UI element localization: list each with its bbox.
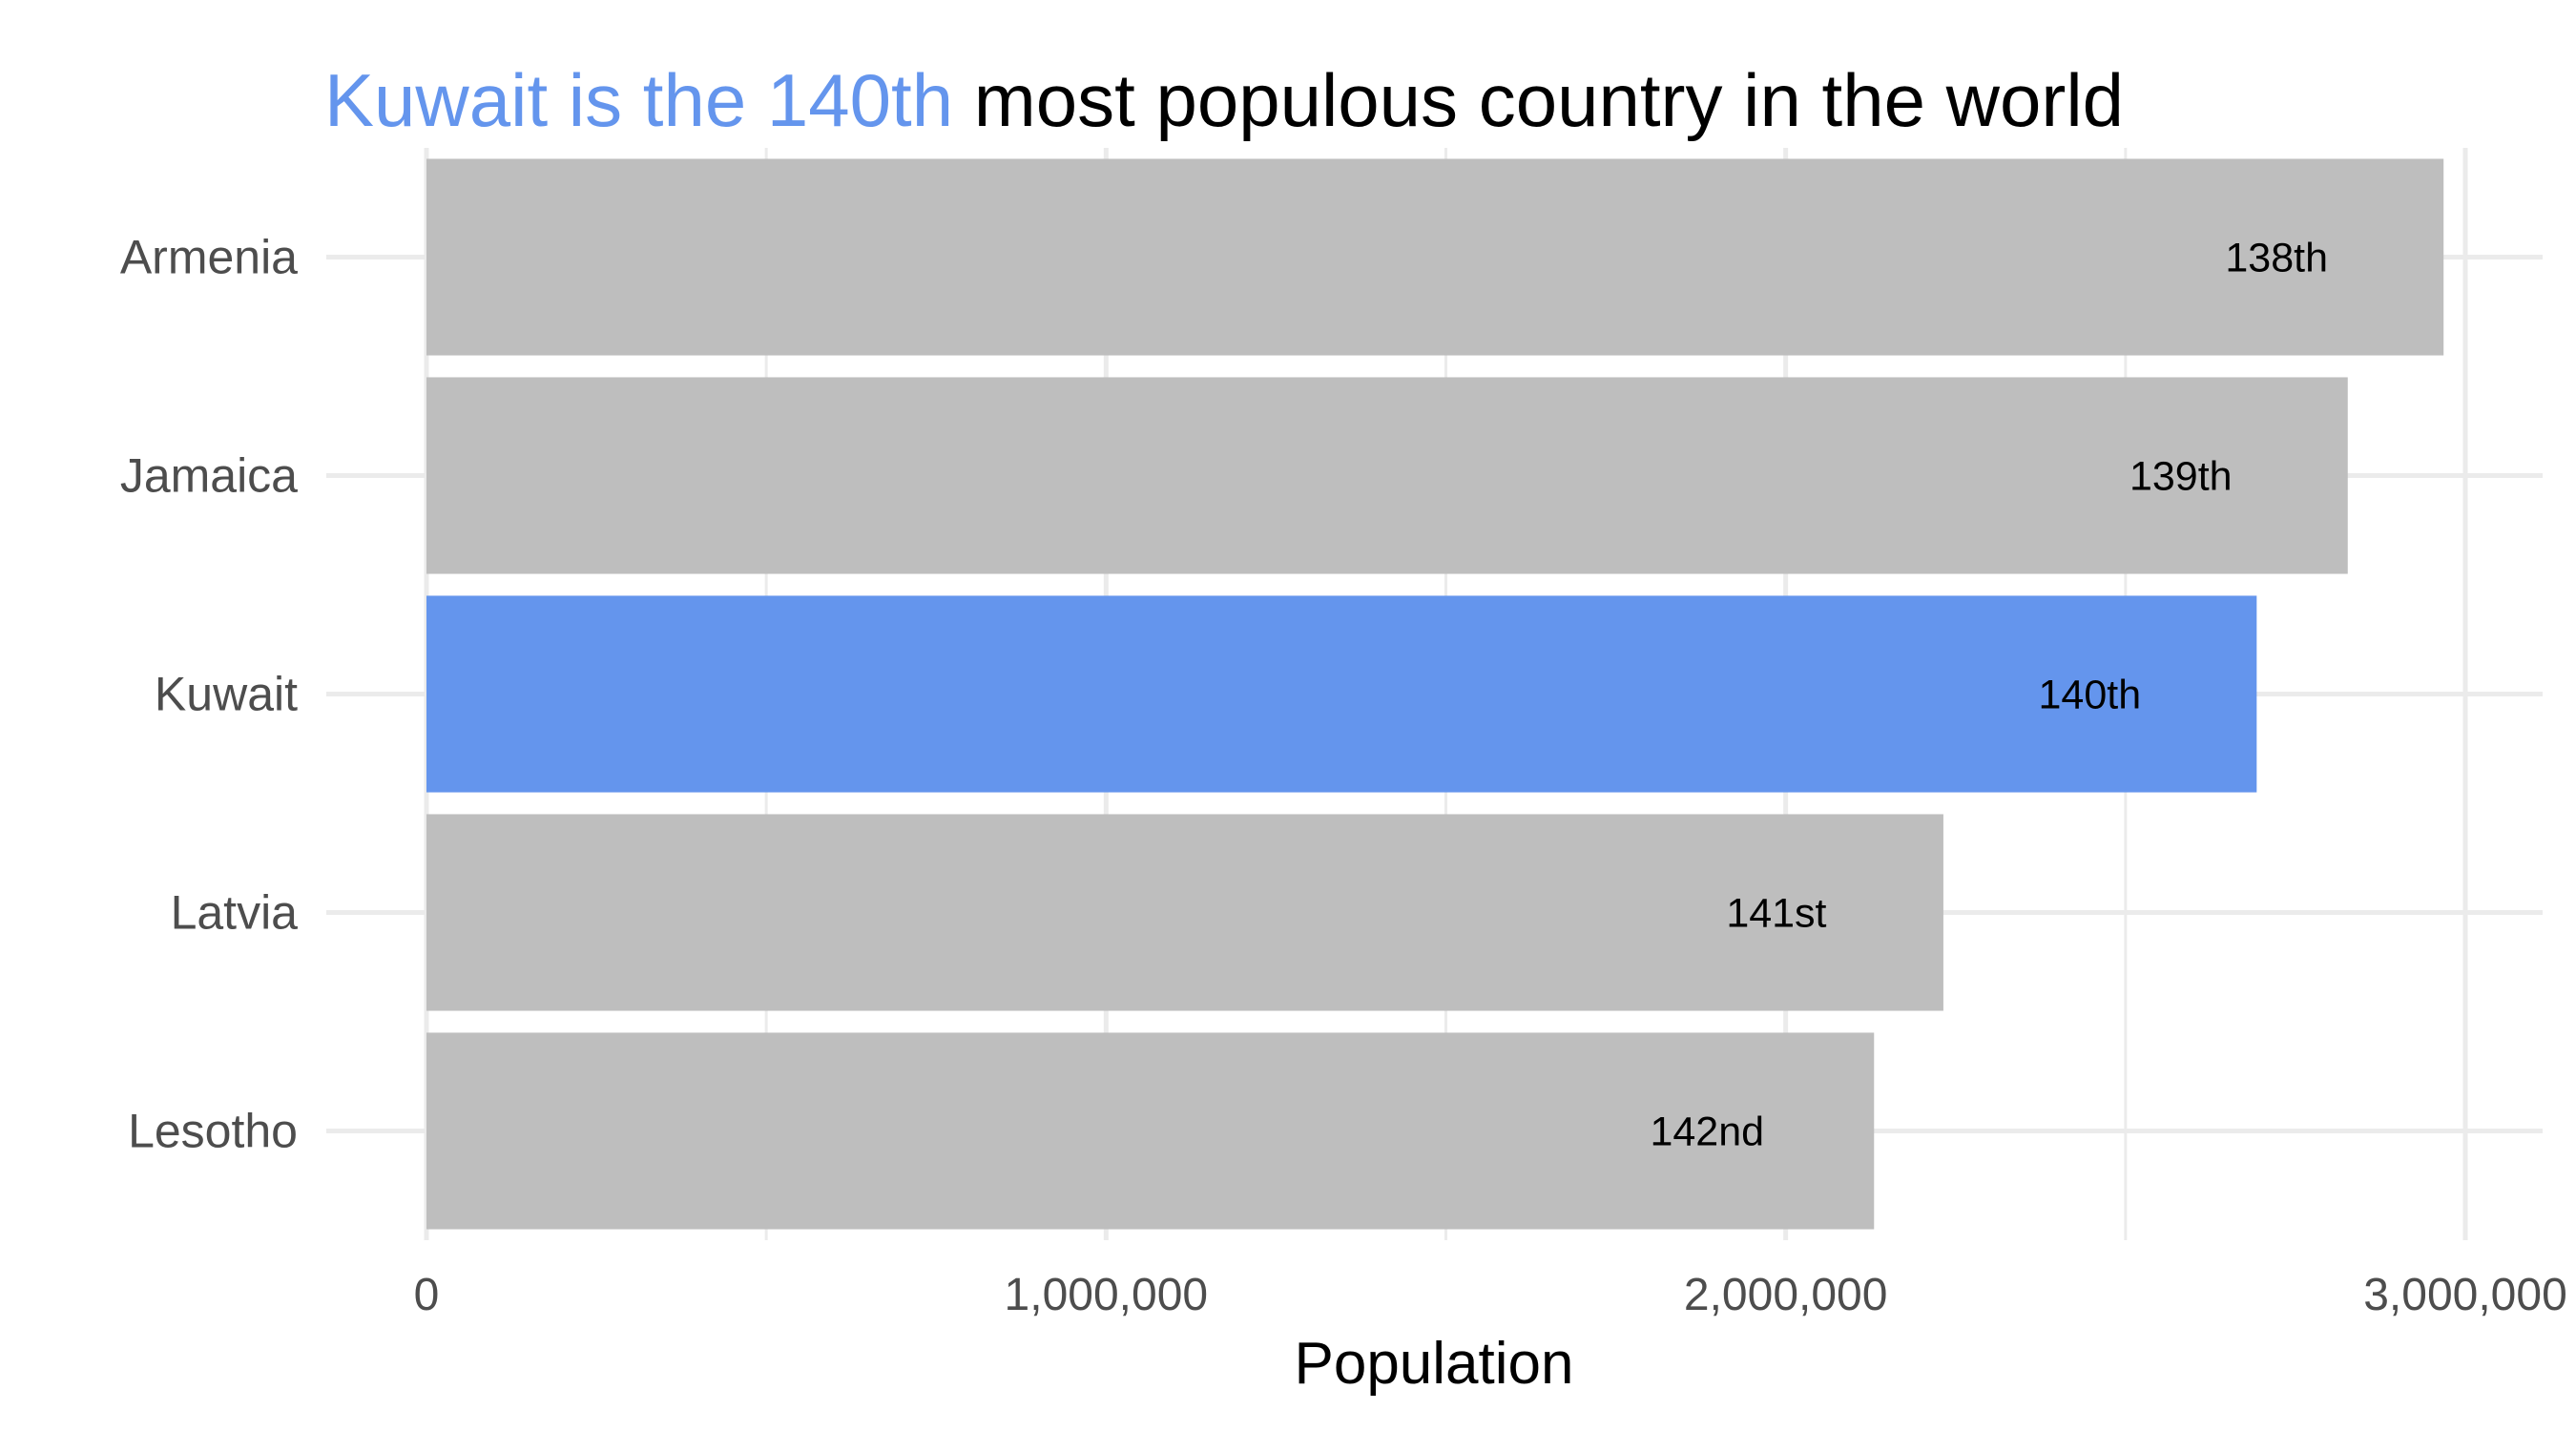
x-tick-label: 1,000,000 <box>1005 1270 1209 1320</box>
bar-jamaica <box>426 377 2348 574</box>
bar-lesotho <box>426 1032 1875 1230</box>
data-labels: 138th 139th 140th 141st 142nd <box>1650 236 2328 1155</box>
x-axis-title: Population <box>1294 1331 1573 1397</box>
chart-title: Kuwait is the 140th most populous countr… <box>324 58 2124 142</box>
x-tick-label: 0 <box>414 1270 440 1320</box>
data-label-armenia: 138th <box>2225 236 2328 281</box>
data-label-kuwait: 140th <box>2039 673 2142 718</box>
x-tick-label: 2,000,000 <box>1684 1270 1888 1320</box>
data-label-lesotho: 142nd <box>1650 1110 1764 1155</box>
category-label-kuwait: Kuwait <box>155 668 298 721</box>
category-label-lesotho: Lesotho <box>128 1105 298 1158</box>
bar-latvia <box>426 814 1943 1011</box>
data-label-jamaica: 139th <box>2129 454 2233 500</box>
category-label-latvia: Latvia <box>171 886 299 940</box>
x-axis-tick-labels: 0 1,000,000 2,000,000 3,000,000 <box>414 1270 2567 1320</box>
category-axis-labels: Armenia Jamaica Kuwait Latvia Lesotho <box>120 231 298 1158</box>
bar-kuwait <box>426 595 2257 793</box>
chart-title-highlight: Kuwait is the 140th <box>324 58 953 142</box>
chart-title-rest: most populous country in the world <box>953 58 2124 142</box>
x-tick-label: 3,000,000 <box>2363 1270 2567 1320</box>
category-label-armenia: Armenia <box>120 231 298 284</box>
data-label-latvia: 141st <box>1726 891 1826 937</box>
bars <box>426 158 2444 1230</box>
bar-armenia <box>426 158 2444 356</box>
category-label-jamaica: Jamaica <box>120 449 298 503</box>
